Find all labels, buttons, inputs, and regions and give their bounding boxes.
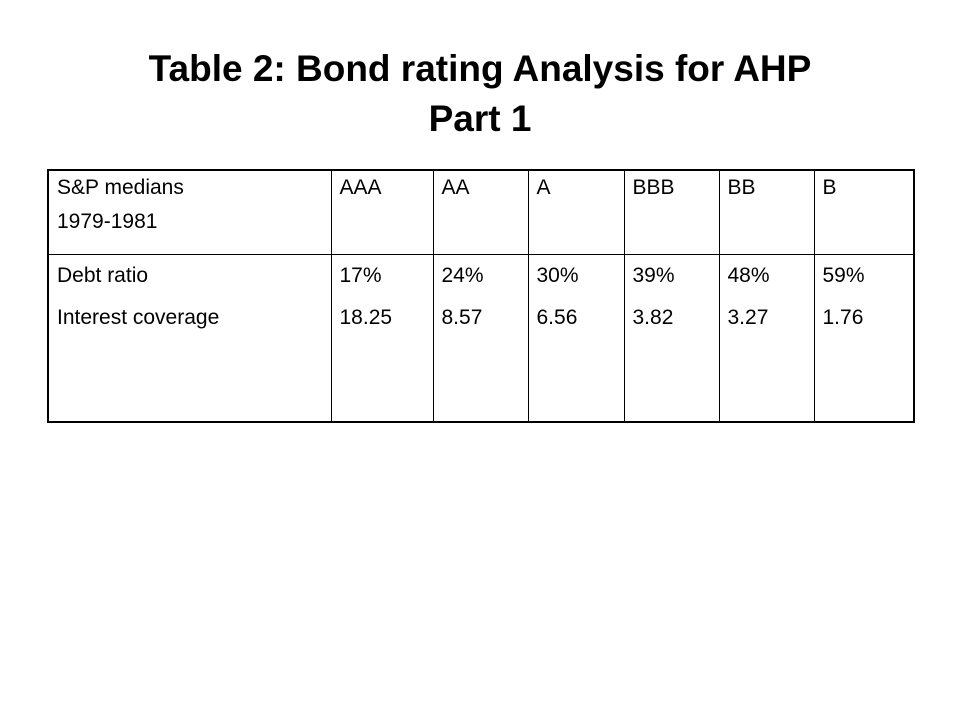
header-label-cell: S&P medians 1979-1981 <box>47 169 332 255</box>
title-line-1: Table 2: Bond rating Analysis for AHP <box>148 48 812 89</box>
row-label-debt-ratio: Debt ratio <box>57 263 149 287</box>
data-cell-a: 30% 6.56 <box>527 253 625 423</box>
header-label-line-2: 1979-1981 <box>57 210 158 233</box>
header-rating-aa: AA <box>432 169 529 255</box>
interest-coverage-value: 8.57 <box>441 305 483 329</box>
header-rating-b: B <box>813 169 915 255</box>
debt-ratio-value: 24% <box>441 263 484 287</box>
bond-rating-table: S&P medians 1979-1981 AAA AA A BBB BB B … <box>47 169 915 423</box>
debt-ratio-value: 59% <box>822 263 865 287</box>
debt-ratio-value: 48% <box>727 263 770 287</box>
page-title: Table 2: Bond rating Analysis for AHP Pa… <box>0 44 960 144</box>
interest-coverage-value: 6.56 <box>536 305 578 329</box>
table-data-row: Debt ratio Interest coverage 17% 18.25 2… <box>47 253 915 423</box>
header-rating-bbb: BBB <box>623 169 720 255</box>
data-cell-bb: 48% 3.27 <box>718 253 815 423</box>
interest-coverage-value: 3.82 <box>632 305 674 329</box>
header-rating-bb: BB <box>718 169 815 255</box>
interest-coverage-value: 18.25 <box>339 305 393 329</box>
data-cell-b: 59% 1.76 <box>813 253 915 423</box>
data-cell-aaa: 17% 18.25 <box>330 253 434 423</box>
debt-ratio-value: 39% <box>632 263 675 287</box>
header-rating-a: A <box>527 169 625 255</box>
title-line-2: Part 1 <box>428 98 532 139</box>
header-label-line-1: S&P medians <box>57 176 184 199</box>
debt-ratio-value: 17% <box>339 263 382 287</box>
interest-coverage-value: 1.76 <box>822 305 864 329</box>
row-labels-cell: Debt ratio Interest coverage <box>47 253 332 423</box>
row-label-interest-coverage: Interest coverage <box>57 305 220 329</box>
data-cell-bbb: 39% 3.82 <box>623 253 720 423</box>
table-header-row: S&P medians 1979-1981 AAA AA A BBB BB B <box>47 169 915 255</box>
data-cell-aa: 24% 8.57 <box>432 253 529 423</box>
header-rating-aaa: AAA <box>330 169 434 255</box>
interest-coverage-value: 3.27 <box>727 305 769 329</box>
debt-ratio-value: 30% <box>536 263 579 287</box>
